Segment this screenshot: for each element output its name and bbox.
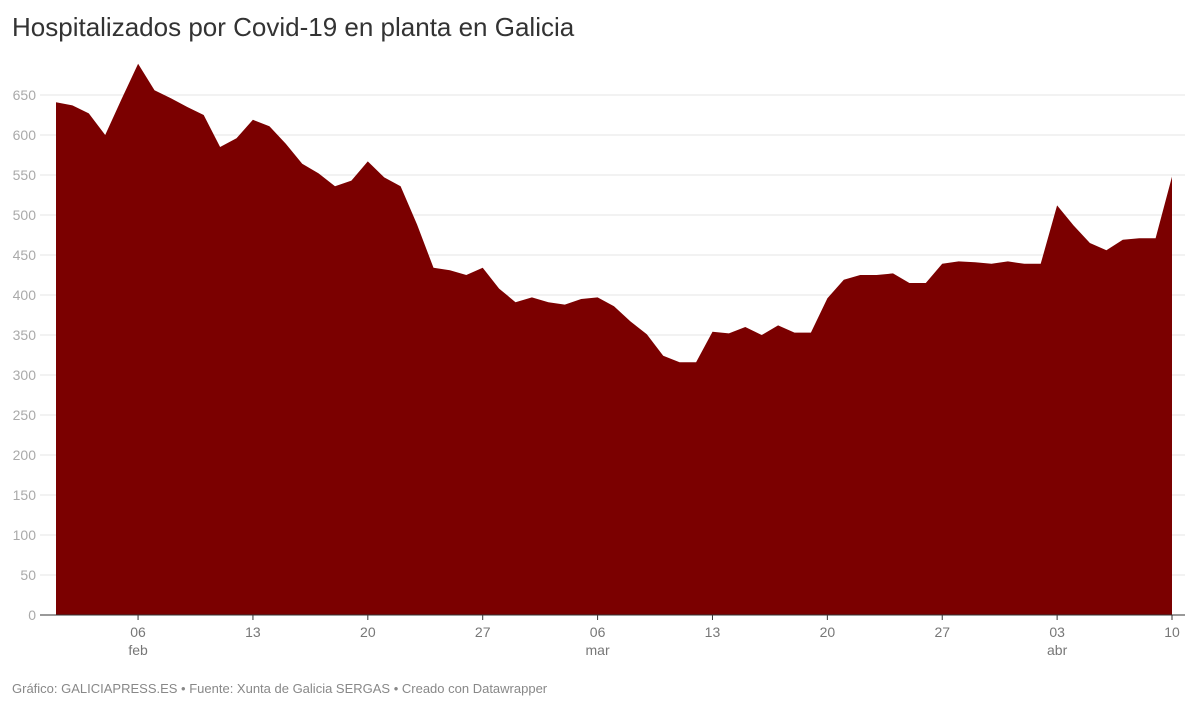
x-tick-label: 06 [590,624,606,640]
y-tick-label: 650 [13,87,37,103]
x-tick-label: 27 [475,624,491,640]
x-tick-label: 13 [245,624,261,640]
y-tick-label: 250 [13,407,37,423]
x-tick-label: 03 [1049,624,1065,640]
area-series [56,63,1172,616]
x-tick-label: 20 [360,624,376,640]
x-month-label: mar [586,642,610,658]
y-tick-label: 50 [20,567,36,583]
chart-title: Hospitalizados por Covid-19 en planta en… [12,12,575,42]
y-tick-label: 550 [13,167,37,183]
y-tick-label: 200 [13,447,37,463]
x-month-label: abr [1047,642,1068,658]
y-tick-label: 150 [13,487,37,503]
y-tick-label: 500 [13,207,37,223]
y-tick-label: 100 [13,527,37,543]
x-tick-label: 06 [130,624,146,640]
y-tick-label: 450 [13,247,37,263]
x-month-label: feb [128,642,148,658]
y-tick-label: 400 [13,287,37,303]
y-tick-label: 0 [28,607,36,623]
x-tick-label: 13 [705,624,721,640]
y-tick-label: 350 [13,327,37,343]
x-tick-label: 10 [1164,624,1180,640]
y-tick-label: 600 [13,127,37,143]
x-tick-label: 20 [820,624,836,640]
y-tick-label: 300 [13,367,37,383]
chart-footer: Gráfico: GALICIAPRESS.ES • Fuente: Xunta… [12,681,548,696]
x-tick-label: 27 [934,624,950,640]
